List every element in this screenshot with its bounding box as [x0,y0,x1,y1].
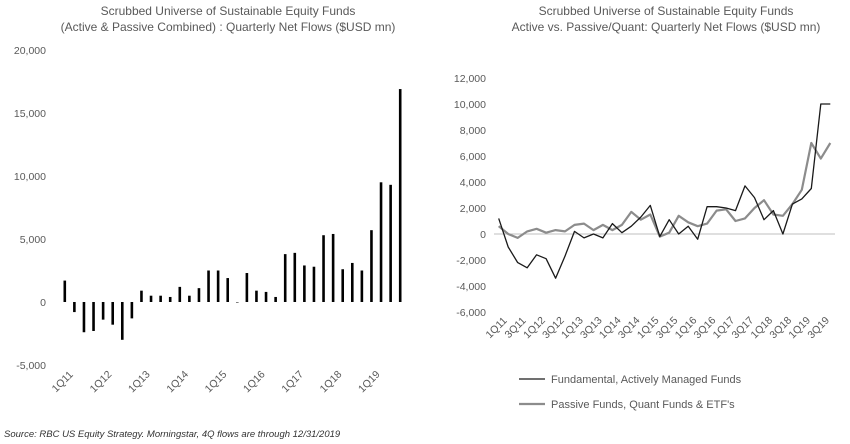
bar-chart-x-tick-label: 1Q17 [279,368,306,395]
bar-chart-y-tick-label: 5,000 [20,234,46,246]
bar-2Q14 [188,295,191,302]
bar-1Q14 [178,286,182,302]
bar-chart-title: Scrubbed Universe of Sustainable Equity … [101,4,356,18]
line-chart-y-tick-label: 0 [480,229,486,241]
bar-4Q14 [207,270,210,302]
line-chart-y-tick-label: 2,000 [460,203,486,215]
bar-chart-x-tick-label: 1Q11 [50,369,76,395]
bar-1Q15 [216,270,220,302]
bar-4Q13 [168,296,172,302]
bar-2Q11 [73,302,76,313]
line-chart-active-vs-passive: Scrubbed Universe of Sustainable Equity … [454,4,835,411]
legend-label: Fundamental, Actively Managed Funds [551,374,742,386]
bar-2Q15 [226,278,230,302]
line-chart-y-ticks: -6,000 -4,000 -2,000 0 2,000 4,000 6,000 8,000 1… [454,73,486,319]
line-chart-subtitle: Active vs. Passive/Quant: Quarterly Net … [512,20,821,34]
bar-4Q12 [130,302,134,319]
bar-1Q13 [140,290,143,302]
bar-chart-x-tick-label: 1Q18 [318,368,345,395]
line-chart-y-tick-label: -6,000 [456,307,486,319]
line-chart-x-ticks: 1Q113Q111Q123Q121Q133Q131Q143Q141Q153Q15… [484,314,833,341]
line-chart-y-tick-label: -2,000 [456,255,486,267]
bar-chart-x-tick-label: 1Q12 [88,368,115,395]
line-chart-title: Scrubbed Universe of Sustainable Equity … [539,4,794,18]
line-chart-series [498,103,832,279]
bar-1Q17 [293,252,297,302]
bar-chart-x-tick-label: 1Q14 [164,368,191,395]
fundamental-series-line [498,103,831,279]
line-chart-y-tick-label: 8,000 [460,125,486,137]
line-chart-y-tick-label: 6,000 [460,151,486,163]
bar-2Q17 [303,265,306,302]
bar-1Q11 [63,280,67,302]
bar-3Q15 [235,302,239,303]
bar-chart-subtitle: (Active & Passive Combined) : Quarterly … [61,20,396,34]
bar-3Q13 [159,295,162,302]
passive-series-line [498,141,832,239]
bar-4Q15 [245,273,249,302]
line-chart-x-tick-label: 3Q19 [805,314,832,341]
bar-4Q19 [398,89,402,302]
bar-3Q19 [389,184,392,302]
bar-chart-y-tick-label: -5,000 [16,360,46,372]
bar-chart-x-tick-label: 1Q15 [203,368,230,395]
bar-4Q11 [92,302,95,331]
line-chart-y-tick-label: 4,000 [460,177,486,189]
bar-chart-x-tick-label: 1Q16 [241,368,268,395]
legend-label: Passive Funds, Quant Funds & ETF's [551,399,735,411]
bar-1Q16 [255,290,258,302]
bar-3Q17 [312,266,316,302]
bar-2Q12 [111,302,115,325]
bar-3Q14 [197,288,201,302]
line-chart-y-tick-label: 10,000 [454,99,486,111]
bar-1Q12 [101,302,105,320]
bar-chart-combined-flows: Scrubbed Universe of Sustainable Equity … [14,4,402,395]
bar-2Q19 [379,182,383,302]
bar-chart-bars [63,89,402,340]
bar-3Q16 [274,296,277,302]
bar-4Q18 [360,270,364,302]
bar-chart-x-tick-label: 1Q13 [126,368,153,395]
bar-1Q19 [370,230,373,302]
bar-2Q16 [264,291,268,302]
line-chart-legend: Fundamental, Actively Managed Funds Passi… [519,374,742,411]
bar-chart-x-tick-label: 1Q19 [356,368,383,395]
source-note: Source: RBC US Equity Strategy. Mornings… [4,429,341,440]
bar-chart-y-tick-label: 20,000 [14,45,46,57]
bar-2Q18 [341,269,345,302]
bar-3Q11 [82,302,86,333]
bar-4Q16 [283,254,287,302]
line-chart-y-tick-label: 12,000 [454,73,486,85]
bar-chart-y-ticks: -5,000 0 5,000 10,000 15,000 20,000 [14,45,46,372]
bar-4Q17 [322,235,325,302]
line-chart-y-tick-label: -4,000 [456,281,486,293]
bar-3Q12 [120,302,124,340]
bar-chart-y-tick-label: 0 [40,297,46,309]
bar-2Q13 [149,295,153,302]
bar-chart-x-ticks: 1Q11 1Q12 1Q13 1Q14 1Q15 1Q16 1Q17 1Q18 1Q19 [50,368,383,395]
bar-chart-y-tick-label: 10,000 [14,171,46,183]
bar-1Q18 [331,233,335,302]
bar-3Q18 [350,262,354,302]
bar-chart-y-tick-label: 15,000 [14,108,46,120]
